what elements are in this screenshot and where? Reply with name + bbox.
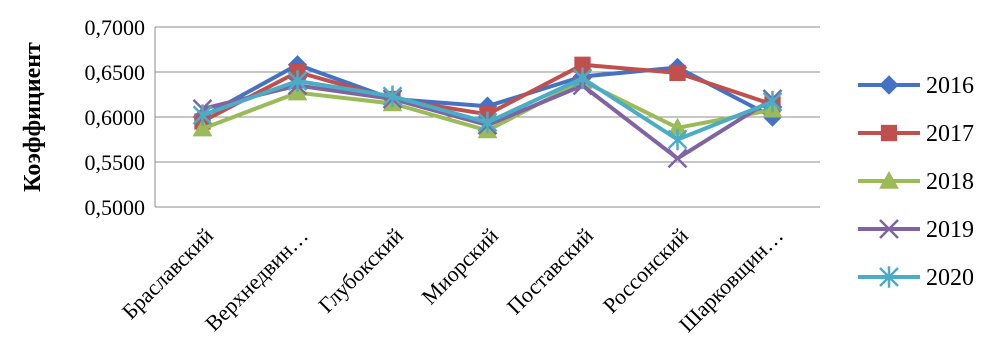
data-point bbox=[192, 118, 213, 137]
legend-marker bbox=[879, 219, 899, 239]
legend-item-2018: 2018 bbox=[858, 169, 974, 195]
series-2020 bbox=[192, 67, 783, 151]
legend-item-2016: 2016 bbox=[858, 73, 974, 99]
y-tick-label: 0,7000 bbox=[85, 15, 146, 40]
x-tick-label: Поставский bbox=[502, 223, 598, 319]
x-tick-label: Глубокский bbox=[313, 223, 408, 318]
data-point bbox=[572, 67, 593, 90]
legend-marker bbox=[880, 124, 898, 142]
y-tick-label: 0,6000 bbox=[85, 105, 146, 130]
legend-marker bbox=[879, 170, 899, 189]
legend-marker bbox=[879, 266, 899, 288]
legend-label: 2018 bbox=[926, 169, 974, 195]
x-tick-label: Браславский bbox=[117, 223, 218, 324]
legend-label: 2020 bbox=[926, 265, 974, 291]
legend-item-2019: 2019 bbox=[858, 217, 974, 243]
legend-label: 2017 bbox=[926, 121, 974, 147]
y-tick-label: 0,5000 bbox=[85, 195, 146, 220]
legend-item-2017: 2017 bbox=[858, 121, 974, 147]
x-tick-label: Россонский bbox=[598, 223, 693, 318]
data-point bbox=[762, 90, 783, 113]
data-point bbox=[192, 104, 213, 126]
data-point bbox=[382, 85, 403, 108]
y-axis-title: Коэффициент bbox=[20, 42, 46, 192]
data-point bbox=[287, 70, 308, 92]
data-point bbox=[477, 111, 498, 134]
legend-label: 2019 bbox=[926, 217, 974, 243]
y-tick-label: 0,5500 bbox=[85, 150, 146, 175]
legend-marker bbox=[879, 75, 899, 95]
x-tick-label: Миорский bbox=[417, 223, 504, 310]
data-point bbox=[667, 148, 688, 169]
y-tick-label: 0,6500 bbox=[85, 60, 146, 85]
legend-item-2020: 2020 bbox=[858, 265, 974, 291]
data-point bbox=[667, 128, 688, 151]
legend-label: 2016 bbox=[926, 73, 974, 99]
data-point bbox=[669, 64, 686, 82]
